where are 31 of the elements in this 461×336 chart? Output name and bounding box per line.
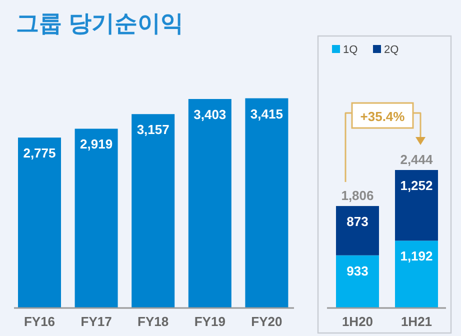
- legend-label: 1Q: [343, 44, 358, 56]
- x-tick-label: 1H21: [400, 314, 432, 329]
- bar: [18, 138, 61, 308]
- bar: [132, 114, 175, 308]
- x-tick-label: FY16: [24, 314, 56, 329]
- data-label: 1,252: [400, 178, 433, 193]
- x-tick-label: FY19: [194, 314, 226, 329]
- bar: [336, 255, 379, 308]
- bar: [245, 98, 288, 308]
- data-label: 3,157: [136, 122, 170, 138]
- data-label: 933: [346, 263, 368, 278]
- legend-label: 2Q: [384, 44, 400, 56]
- bar: [395, 170, 438, 241]
- x-tick-label: 1H20: [342, 314, 374, 329]
- x-tick-label: FY17: [80, 314, 112, 329]
- chart-title: 그룹 당기순이익: [16, 10, 184, 36]
- x-tick-label: FY20: [251, 314, 282, 329]
- bar: [188, 99, 232, 308]
- x-tick-label: FY18: [138, 314, 169, 329]
- total-label: 1,806: [341, 188, 374, 204]
- data-label: 2,775: [23, 146, 56, 161]
- total-label: 2,444: [400, 152, 434, 167]
- bar: [395, 240, 438, 308]
- data-label: 873: [346, 214, 368, 230]
- data-label: 2,919: [80, 136, 113, 152]
- data-label: 1,192: [400, 248, 433, 264]
- data-label: 3,415: [250, 106, 283, 122]
- bar: [74, 128, 118, 308]
- text: +35.4%: [360, 109, 406, 124]
- bar: [336, 206, 379, 256]
- data-label: 3,403: [194, 107, 226, 122]
